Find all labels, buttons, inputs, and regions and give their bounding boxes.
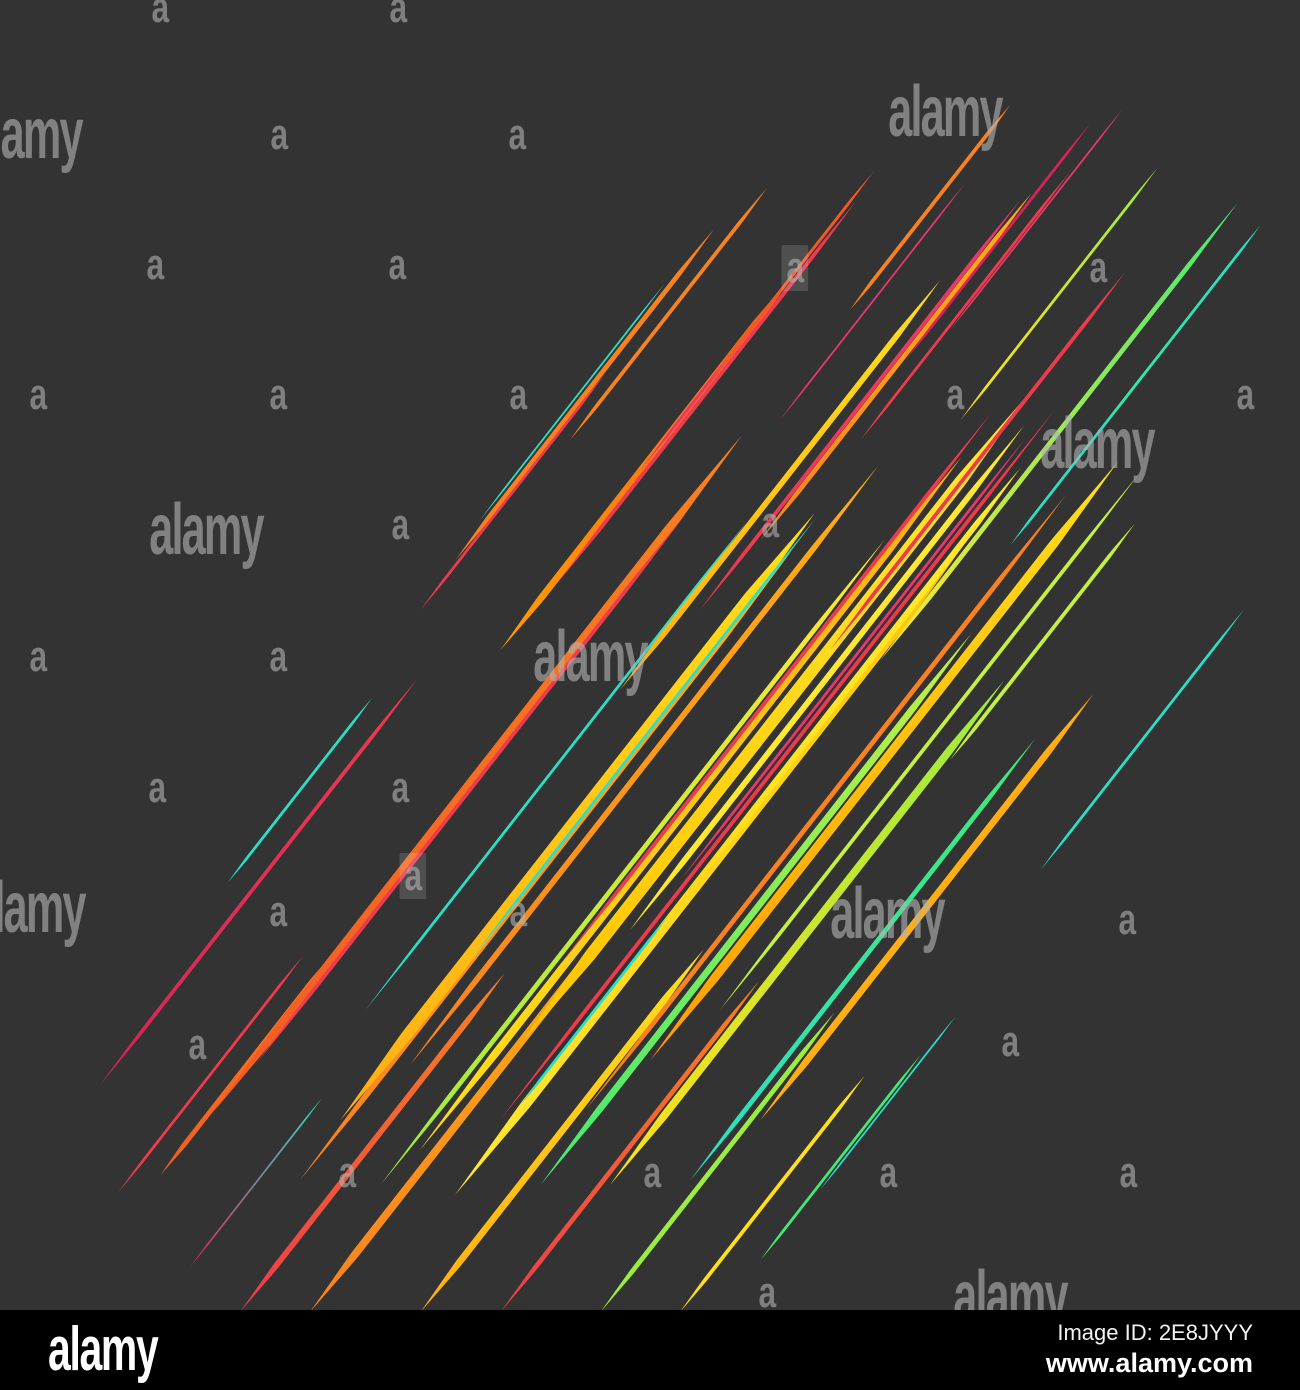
watermark-alamy: alamy [0,868,87,949]
alamy-logo: alamy [48,1315,159,1384]
watermark-a: a [388,240,407,290]
watermark-a: a [1001,1017,1020,1067]
watermark-a: a [188,1020,207,1070]
watermark-a: a [758,1268,777,1318]
watermark-a: a [946,370,965,420]
watermark-a: a [781,245,809,292]
watermark-a: a [389,0,408,33]
watermark-a: a [509,887,528,937]
watermark-a: a [1119,1148,1138,1198]
watermark-alamy: alamy [0,94,84,175]
watermark-a: a [761,498,780,548]
watermark-a: a [269,887,288,937]
watermark-a: a [146,240,165,290]
footer-meta: Image ID: 2E8JYYY www.alamy.com [1046,1319,1253,1380]
watermark-alamy: alamy [888,72,1003,153]
alamy-footer-bar: alamy Image ID: 2E8JYYY www.alamy.com [0,1310,1300,1390]
watermark-a: a [391,500,410,550]
watermark-a: a [1236,370,1255,420]
watermark-a: a [269,632,288,682]
watermark-a: a [391,763,410,813]
watermark-a: a [29,632,48,682]
watermark-a: a [269,370,288,420]
watermark-a: a [879,1148,898,1198]
watermark-a: a [148,763,167,813]
watermark-a: a [508,110,527,160]
watermark-alamy: alamy [830,874,945,955]
watermark-a: a [151,0,170,33]
watermark-a: a [270,110,289,160]
watermark-a: a [1089,243,1108,293]
watermark-alamy: alamy [1040,404,1155,485]
alamy-url-text: www.alamy.com [1045,1347,1253,1378]
watermark-a: a [29,370,48,420]
watermark-a: a [338,1148,357,1198]
watermark-a: a [643,1148,662,1198]
watermark-a: a [399,853,427,900]
watermark-alamy: alamy [149,490,264,571]
watermark-alamy: alamy [533,617,648,698]
watermark-a: a [1118,895,1137,945]
watermark-a: a [509,370,528,420]
image-id-text: Image ID: 2E8JYYY [1057,1320,1253,1346]
